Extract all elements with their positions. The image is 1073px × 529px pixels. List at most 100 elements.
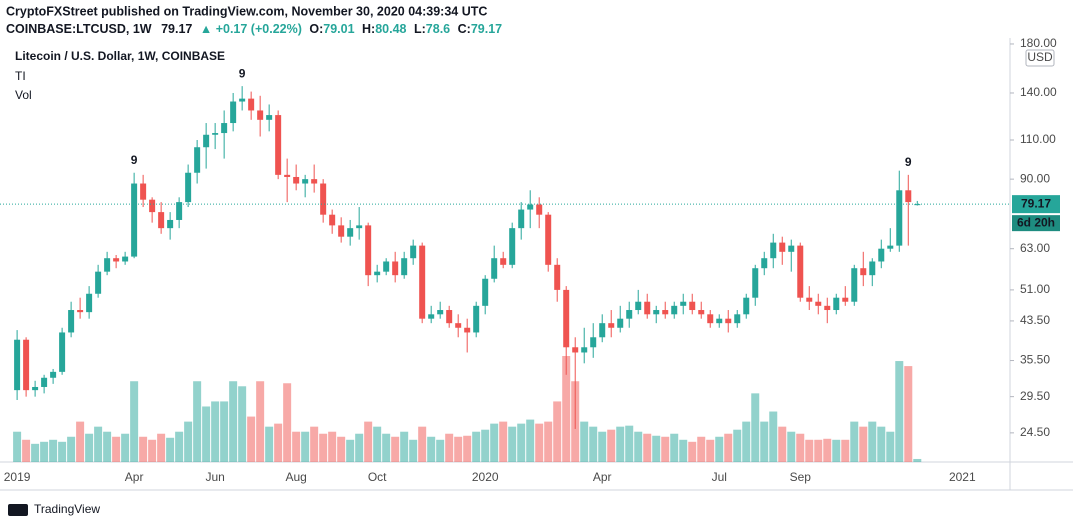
volume-bar xyxy=(436,439,445,462)
candle-body xyxy=(707,314,714,324)
close-label: C: xyxy=(458,22,471,36)
x-tick-label: 2021 xyxy=(949,470,976,484)
candle-body xyxy=(563,289,570,348)
annotation: 9 xyxy=(239,66,246,80)
high-label: H: xyxy=(362,22,375,36)
x-tick-label: Oct xyxy=(368,470,387,484)
candle-body xyxy=(914,204,921,206)
volume-bar xyxy=(760,421,769,462)
volume-bar xyxy=(58,441,67,462)
candle-body xyxy=(590,337,597,348)
candle-body xyxy=(500,258,507,265)
candle-body xyxy=(329,214,336,226)
volume-bar xyxy=(103,431,112,462)
y-tick-label: 90.00 xyxy=(1020,171,1050,185)
candle-body xyxy=(761,258,768,269)
volume-bar xyxy=(643,433,652,462)
candle-body xyxy=(140,183,147,200)
volume-bar xyxy=(841,439,850,462)
volume-bar xyxy=(850,421,859,462)
volume-bar xyxy=(13,431,22,462)
candle-body xyxy=(734,314,741,324)
volume-bar xyxy=(634,431,643,462)
volume-bar xyxy=(652,435,661,462)
candle-body xyxy=(698,310,705,315)
volume-bar xyxy=(697,436,706,462)
candle-body xyxy=(815,301,822,306)
volume-bar xyxy=(157,433,166,462)
volume-bar xyxy=(130,381,139,462)
y-tick-label: 43.50 xyxy=(1020,313,1050,327)
candle-body xyxy=(554,264,561,290)
volume-bar xyxy=(832,439,841,462)
candle-body xyxy=(437,310,444,315)
volume-bars xyxy=(13,356,922,462)
x-tick-label: Apr xyxy=(125,470,144,484)
volume-bar xyxy=(40,441,49,462)
volume-bar xyxy=(400,431,409,462)
y-tick-label: 35.50 xyxy=(1020,353,1050,367)
candle-body xyxy=(428,314,435,319)
candle-body xyxy=(41,377,48,387)
candle-body xyxy=(365,225,372,276)
volume-bar xyxy=(202,406,211,462)
volume-bar xyxy=(517,423,526,462)
candle-body xyxy=(869,261,876,276)
volume-bar xyxy=(85,433,94,462)
volume-bar xyxy=(76,421,85,462)
volume-bar xyxy=(229,381,238,462)
x-tick-label: Apr xyxy=(593,470,612,484)
volume-bar xyxy=(364,421,373,462)
candle-body xyxy=(383,261,390,272)
countdown-box xyxy=(1012,215,1060,232)
candle-body xyxy=(401,258,408,276)
last-price-box xyxy=(1012,195,1060,214)
candle-body xyxy=(824,305,831,311)
y-tick-label: 51.00 xyxy=(1020,282,1050,296)
volume-bar xyxy=(607,429,616,462)
volume-bar xyxy=(418,426,427,462)
volume-bar xyxy=(265,426,274,462)
candle-body xyxy=(617,318,624,328)
candle-body xyxy=(581,347,588,353)
volume-bar xyxy=(472,431,481,462)
candle-body xyxy=(851,268,858,302)
y-tick-label: 24.50 xyxy=(1020,425,1050,439)
volume-bar xyxy=(274,423,283,462)
x-tick-label: Jun xyxy=(205,470,224,484)
volume-bar xyxy=(715,436,724,462)
volume-bar xyxy=(787,431,796,462)
candle-body xyxy=(167,219,174,229)
candle-body xyxy=(311,179,318,184)
close-value: 79.17 xyxy=(471,22,502,36)
volume-bar xyxy=(292,431,301,462)
volume-bar xyxy=(382,433,391,462)
legend-indicator: TI xyxy=(15,69,26,83)
volume-bar xyxy=(391,436,400,462)
candle-body xyxy=(302,179,309,184)
candle-body xyxy=(842,297,849,302)
candle-body xyxy=(68,310,75,333)
volume-bar xyxy=(112,436,121,462)
volume-bar xyxy=(823,438,832,462)
candle-body xyxy=(203,134,210,148)
volume-bar xyxy=(580,421,589,462)
volume-bar xyxy=(256,381,265,462)
volume-bar xyxy=(373,426,382,462)
tv-logo xyxy=(8,504,28,516)
volume-bar xyxy=(526,419,535,462)
candle-body xyxy=(239,98,246,102)
candle-body xyxy=(131,183,138,257)
last-price: 79.17 xyxy=(161,22,192,36)
annotation: 9 xyxy=(131,153,138,167)
candle-body xyxy=(455,323,462,328)
candle-body xyxy=(833,297,840,311)
candle-body xyxy=(608,323,615,328)
candle-body xyxy=(32,386,39,391)
volume-bar xyxy=(121,433,130,462)
volume-bar xyxy=(427,436,436,462)
candle-body xyxy=(887,245,894,249)
candle-body xyxy=(635,301,642,311)
volume-bar xyxy=(22,439,31,462)
volume-bar xyxy=(193,381,202,462)
